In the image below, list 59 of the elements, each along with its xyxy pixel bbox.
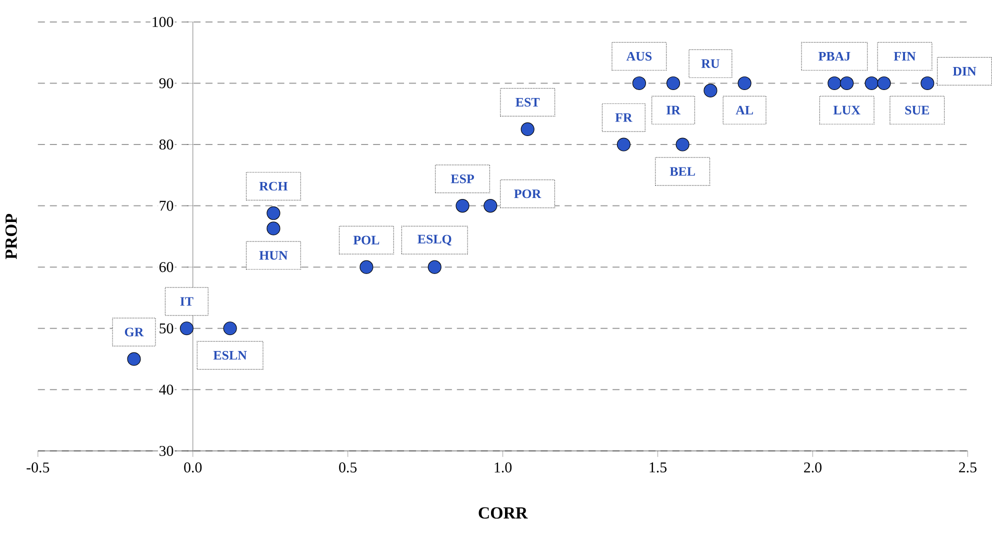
y-tick-label: 40: [159, 384, 174, 395]
annotation: IT: [180, 297, 194, 306]
annotation: POR: [514, 190, 542, 198]
x-tick-label: 1.0: [494, 462, 512, 473]
x-tick-label: 2.5: [959, 462, 976, 473]
point: [666, 76, 680, 90]
annotation: ESLN: [213, 351, 247, 360]
annotation: EST: [516, 98, 540, 107]
y-tick-label: 80: [159, 140, 174, 150]
y-tick-label: 30: [160, 446, 174, 456]
annotation: IR: [666, 106, 681, 115]
annotation: FIN: [894, 52, 916, 61]
point: [920, 76, 934, 90]
point: [738, 76, 752, 90]
point: [266, 222, 280, 236]
point: [632, 76, 646, 90]
annotation: PBAJ: [818, 52, 850, 61]
annotation: FR: [615, 113, 632, 122]
point: [223, 322, 237, 336]
annotation: AL: [736, 106, 753, 115]
point: [127, 352, 141, 366]
y-tick-label: 100: [152, 17, 174, 28]
annotation: POL: [353, 236, 380, 245]
point: [360, 260, 374, 274]
x-tick-label: -0.5: [26, 462, 50, 473]
point: [840, 76, 854, 90]
point: [864, 76, 878, 90]
y-tick-label: 50: [160, 323, 174, 334]
x-tick-label: 2.0: [804, 462, 822, 473]
annotation: LUX: [833, 106, 860, 115]
point: [828, 76, 842, 90]
point: [877, 76, 891, 90]
point: [456, 199, 470, 213]
annotation: SUE: [905, 106, 930, 115]
annotation: HUN: [259, 251, 288, 260]
x-tick-label: 0.5: [339, 462, 357, 473]
y-tick-label: 60: [159, 262, 174, 272]
point: [676, 138, 690, 152]
y-axis-title: PROP: [6, 214, 17, 260]
point: [180, 322, 194, 336]
point: [484, 199, 498, 213]
y-tick-label: 90: [159, 78, 174, 88]
x-tick-label: 1.5: [650, 462, 667, 473]
point: [704, 84, 718, 98]
annotation: DIN: [952, 67, 976, 76]
annotation: GR: [124, 328, 144, 337]
point: [520, 122, 534, 136]
annotation: ESLQ: [418, 234, 452, 246]
x-tick-label: 0.0: [184, 462, 202, 473]
y-tick-label: 70: [160, 200, 174, 211]
annotation: RCH: [259, 182, 288, 191]
annotation: AUS: [626, 52, 652, 61]
point: [616, 138, 630, 152]
annotation: ESP: [450, 174, 474, 184]
annotation: BEL: [670, 167, 695, 176]
point: [428, 260, 442, 274]
point: [266, 206, 280, 220]
annotation: RU: [701, 59, 720, 68]
x-axis-title: CORR: [478, 507, 528, 519]
